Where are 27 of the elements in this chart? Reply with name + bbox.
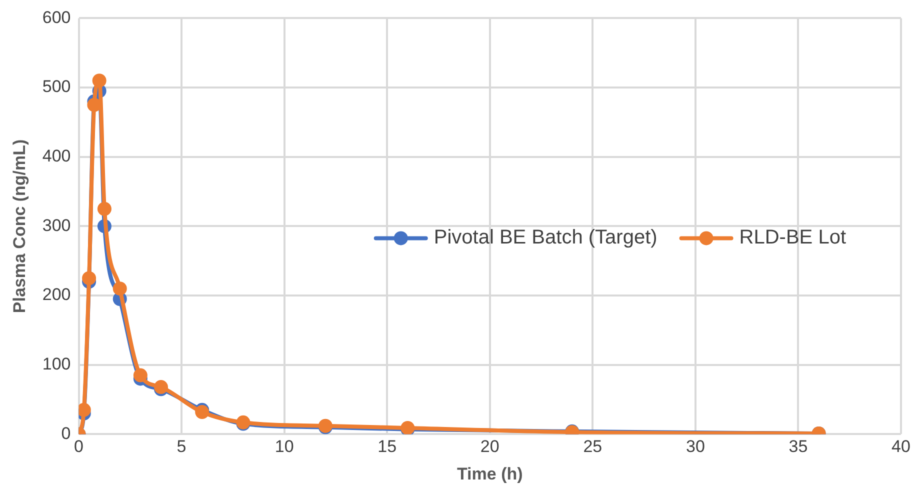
y-tick-label: 600 <box>42 8 71 27</box>
y-tick-label: 200 <box>42 285 71 304</box>
y-axis-title: Plasma Conc (ng/mL) <box>10 139 29 314</box>
x-tick-label: 5 <box>176 437 186 456</box>
point <box>87 98 102 112</box>
point <box>97 202 112 216</box>
y-tick-label: 400 <box>42 146 71 166</box>
x-axis-title: Time (h) <box>456 464 523 484</box>
x-tick-label: 10 <box>274 437 294 456</box>
x-tick-label: 40 <box>892 437 910 456</box>
point <box>82 271 96 286</box>
point <box>112 282 127 296</box>
point <box>195 405 210 420</box>
legend-label: RLD-BE Lot <box>739 226 846 249</box>
y-tick-label: 0 <box>61 424 71 443</box>
x-tick-label: 0 <box>74 437 84 456</box>
legend-label: Pivotal BE Batch (Target) <box>434 226 658 249</box>
y-tick-label: 500 <box>42 77 71 96</box>
y-tick-label: 100 <box>42 354 71 374</box>
point <box>92 74 106 88</box>
x-tick-label: 35 <box>788 437 808 456</box>
y-tick-label: 300 <box>42 216 71 235</box>
x-tick-label: 30 <box>686 437 705 456</box>
x-tick-label: 20 <box>480 437 500 456</box>
point <box>133 368 148 382</box>
x-tick-label: 25 <box>583 437 602 456</box>
x-tick-label: 15 <box>378 437 397 456</box>
